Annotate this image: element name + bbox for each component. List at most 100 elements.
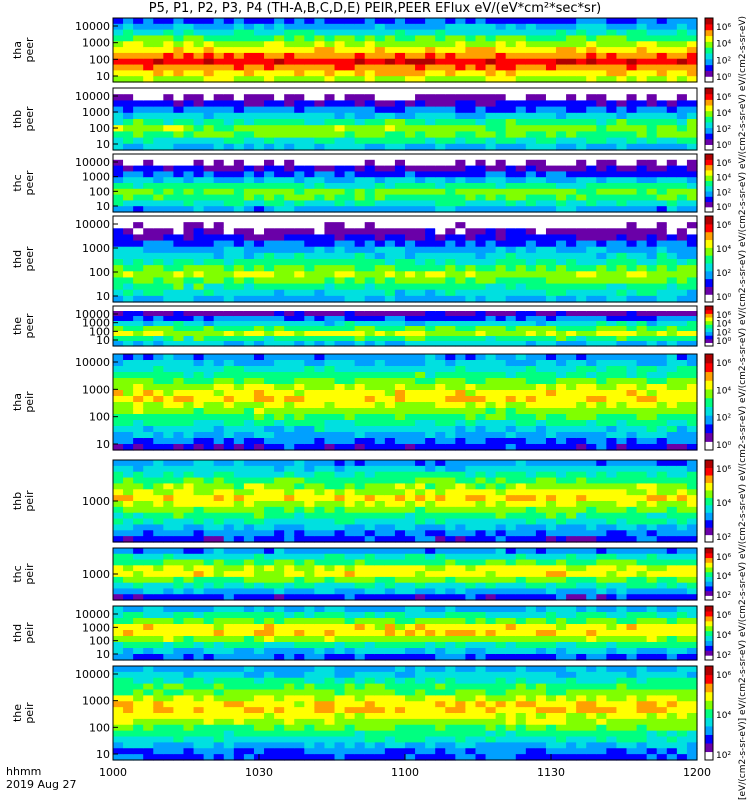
spectrogram-cell [243,384,255,391]
spectrogram-cell [556,378,567,385]
spectrogram-cell [666,131,678,139]
spectrogram-cell [133,518,144,526]
spectrogram-cell [495,471,507,479]
spectrogram-cell [656,506,668,514]
spectrogram-cell [485,165,497,172]
spectrogram-cell [364,23,376,31]
spectrogram-cell [435,18,446,25]
spectrogram-cell [374,331,386,337]
spectrogram-cell [163,222,175,229]
spectrogram-cell [284,35,295,42]
spectrogram-cell [676,177,688,184]
spectrogram-cell [334,246,346,254]
spectrogram-cell [193,94,205,101]
spectrogram-cell [243,524,255,531]
spectrogram-cell [213,414,225,421]
spectrogram-cell [143,414,154,421]
spectrogram-cell [374,483,386,490]
spectrogram-cell [475,489,487,496]
spectrogram-cell [223,29,235,37]
spectrogram-cell [686,477,698,485]
spectrogram-cell [576,119,587,126]
spectrogram-cell [233,35,245,42]
spectrogram-cell [455,306,467,312]
spectrogram-cell [394,420,406,427]
spectrogram-cell [334,29,346,37]
spectrogram-cell [354,483,366,490]
spectrogram-cell [294,171,305,178]
spectrogram-cell [435,171,446,178]
spectrogram-cell [183,341,195,347]
spectrogram-cell [405,58,416,66]
spectrogram-cell [676,222,688,229]
spectrogram-cell [666,402,678,409]
spectrogram-cell [334,70,346,77]
spectrogram-cell [596,384,607,391]
spectrogram-cell [405,23,416,31]
spectrogram-cell [566,271,577,279]
spectrogram-cell [636,501,648,508]
spectrogram-cell [415,177,426,184]
spectrogram-cell [113,444,124,451]
spectrogram-cell [646,200,658,207]
spectrogram-cell [636,414,648,421]
spectrogram-cell [153,106,164,114]
colorbar-segment [705,52,713,60]
spectrogram-cell [193,131,205,139]
spectrogram-cell [545,252,557,260]
spectrogram-cell [485,159,497,167]
colorbar-segment [705,35,713,42]
spectrogram-cell [193,501,205,508]
spectrogram-cell [233,366,245,373]
spectrogram-cell [525,316,537,322]
spectrogram-cell [515,240,527,248]
spectrogram-cell [173,88,185,95]
spectrogram-cell [435,271,446,279]
spectrogram-cell [576,100,587,108]
spectrogram-cell [586,471,597,479]
spectrogram-cell [626,321,638,327]
spectrogram-cell [676,165,688,172]
spectrogram-cell [213,366,225,373]
spectrogram-cell [515,271,527,279]
spectrogram-cell [334,125,346,132]
spectrogram-cell [354,23,366,31]
spectrogram-cell [123,131,134,139]
spectrogram-cell [646,326,658,332]
spectrogram-cell [596,432,607,439]
spectrogram-cell [133,234,144,242]
spectrogram-cell [485,512,497,520]
spectrogram-cell [455,100,467,108]
spectrogram-cell [656,501,668,508]
spectrogram-cell [294,483,305,490]
spectrogram-cell [475,200,487,207]
spectrogram-cell [435,259,446,266]
spectrogram-cell [233,271,245,279]
spectrogram-cell [253,41,265,48]
spectrogram-cell [556,41,567,48]
spectrogram-cell [133,277,144,285]
spectrogram-cell [586,460,597,467]
spectrogram-cell [133,360,144,367]
spectrogram-cell [425,265,436,272]
spectrogram-cell [384,518,396,526]
spectrogram-cell [133,125,144,132]
spectrogram-cell [123,200,134,207]
spectrogram-cell [425,384,436,391]
spectrogram-cell [435,366,446,373]
spectrogram-cell [374,159,386,167]
spectrogram-cell [334,252,346,260]
spectrogram-cell [173,112,185,120]
spectrogram-cell [626,70,638,77]
spectrogram-cell [344,23,356,31]
spectrogram-cell [284,159,295,167]
spectrogram-cell [304,143,315,151]
spectrogram-cell [505,94,517,101]
spectrogram-cell [284,52,295,60]
spectrogram-cell [243,194,255,201]
colorbar-segment [705,180,713,187]
spectrogram-cell [334,483,346,490]
spectrogram-cell [656,252,668,260]
spectrogram-cell [666,228,678,236]
spectrogram-cell [576,88,587,95]
